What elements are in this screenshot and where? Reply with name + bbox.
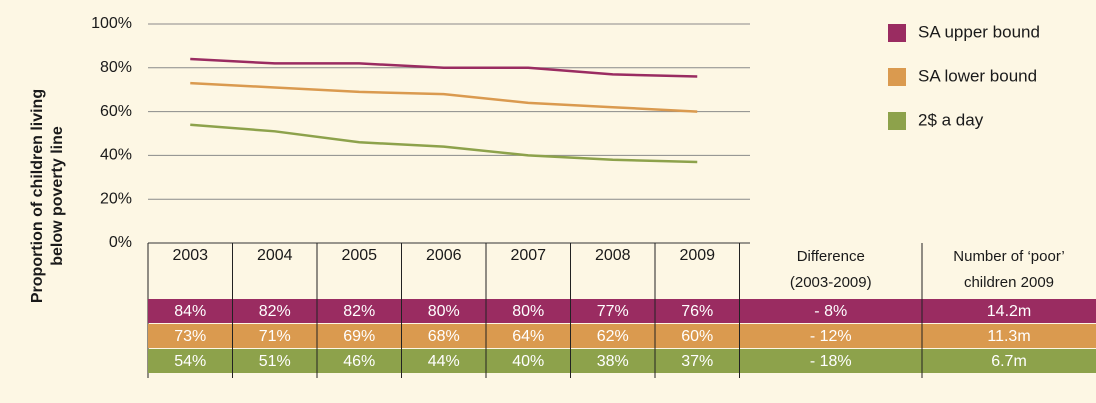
table-cell: 64% <box>512 328 544 345</box>
table-row <box>148 299 1096 323</box>
legend-label: SA upper bound <box>918 22 1040 41</box>
table-cell: 80% <box>512 303 544 320</box>
table-row <box>148 349 1096 373</box>
legend-swatch <box>888 112 906 130</box>
line <box>190 123 698 164</box>
table-cell: 77% <box>597 303 629 320</box>
table-cell: 82% <box>259 303 291 320</box>
table-cell: 37% <box>681 353 713 370</box>
y-tick-label: 60% <box>100 103 132 120</box>
legend-swatch <box>888 68 906 86</box>
x-tick-label: 2006 <box>426 247 462 264</box>
legend-label: 2$ a day <box>918 110 984 129</box>
table-cell: 82% <box>343 303 375 320</box>
x-tick-label: 2008 <box>595 247 631 264</box>
table-cell: 76% <box>681 303 713 320</box>
y-axis-label: below poverty line <box>49 126 66 266</box>
table-cell: 11.3m <box>987 328 1030 345</box>
y-tick-label: 100% <box>91 15 132 32</box>
table-cell: 84% <box>174 303 206 320</box>
legend-label: SA lower bound <box>918 66 1037 85</box>
x-tick-label: 2005 <box>341 247 377 264</box>
table-cell: 71% <box>259 328 291 345</box>
column-header: Difference <box>797 248 865 265</box>
table-cell: - 12% <box>810 328 852 345</box>
table-cell: 62% <box>597 328 629 345</box>
table-cell: 6.7m <box>991 353 1027 370</box>
column-header: Number of ‘poor’ <box>953 248 1064 265</box>
y-tick-label: 0% <box>109 234 132 251</box>
table-cell: 68% <box>428 328 460 345</box>
x-tick-label: 2004 <box>257 247 293 264</box>
table-cell: 60% <box>681 328 713 345</box>
table-cell: - 8% <box>814 303 847 320</box>
legend-swatch <box>888 24 906 42</box>
y-tick-label: 80% <box>100 59 132 76</box>
table-cell: 80% <box>428 303 460 320</box>
column-header: (2003-2009) <box>790 274 872 291</box>
table-cell: 38% <box>597 353 629 370</box>
table-cell: 54% <box>174 353 206 370</box>
table-cell: 51% <box>259 353 291 370</box>
table-cell: 73% <box>174 328 206 345</box>
y-tick-label: 20% <box>100 190 132 207</box>
y-axis-label: Proportion of children living <box>29 89 46 303</box>
x-tick-label: 2007 <box>510 247 546 264</box>
table-cell: - 18% <box>810 353 852 370</box>
line <box>190 81 698 113</box>
table-cell: 40% <box>512 353 544 370</box>
line <box>190 57 698 78</box>
column-header: children 2009 <box>964 274 1054 291</box>
table-cell: 44% <box>428 353 460 370</box>
y-tick-label: 40% <box>100 147 132 164</box>
table-cell: 14.2m <box>987 303 1031 320</box>
table-cell: 46% <box>343 353 375 370</box>
table-cell: 69% <box>343 328 375 345</box>
x-tick-label: 2009 <box>679 247 715 264</box>
table-row <box>148 324 1096 348</box>
x-tick-label: 2003 <box>172 247 208 264</box>
